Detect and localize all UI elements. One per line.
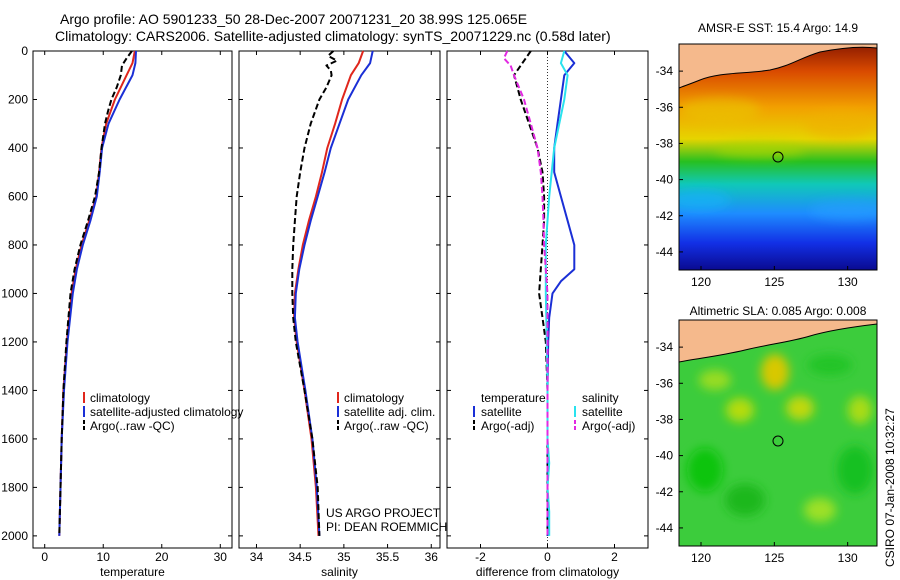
sst-map-ytick-label: -36 bbox=[656, 100, 674, 114]
temperature-xtick-label: 30 bbox=[214, 550, 228, 564]
plot-axes: 0 10 20 30020040060080010001200140016001800… bbox=[1, 44, 649, 579]
difference-series-temperature-satellite bbox=[546, 50, 576, 536]
temperature-ytick-label: 1000 bbox=[1, 286, 28, 300]
sla-map-xtick-label: 125 bbox=[764, 551, 784, 565]
temperature-ytick-label: 2000 bbox=[1, 529, 28, 543]
salinity-xlabel: salinity bbox=[321, 565, 358, 579]
figure-title-line-1: Argo profile: AO 5901233_50 28-Dec-2007 … bbox=[60, 11, 528, 27]
sla-map-title: Altimetric SLA: 0.085 Argo: 0.008 bbox=[690, 304, 867, 318]
salinity-series-argo-raw-qc- bbox=[291, 50, 338, 536]
legend-title-salinity: salinity bbox=[582, 391, 619, 405]
sst-map-title: AMSR-E SST: 15.4 Argo: 14.9 bbox=[698, 21, 858, 35]
temperature-ytick-label: 200 bbox=[8, 92, 28, 106]
sla-map-ytick-label: -38 bbox=[656, 412, 674, 426]
temperature-ytick-label: 600 bbox=[8, 189, 28, 203]
project-note-line-2: PI: DEAN ROEMMICH bbox=[326, 520, 447, 534]
temperature-ytick-label: 0 bbox=[21, 44, 28, 58]
sst-map-ytick-label: -34 bbox=[656, 64, 674, 78]
temperature-ytick-label: 800 bbox=[8, 238, 28, 252]
sst-map-frame bbox=[678, 43, 878, 271]
sst-map-ytick-label: -44 bbox=[656, 245, 674, 259]
legend-argo-salinity: Argo(..raw -QC) bbox=[344, 419, 429, 433]
legend-satellite-salinity: satellite adj. clim. bbox=[344, 405, 435, 419]
salinity-xtick-label: 36 bbox=[425, 550, 439, 564]
temperature-xtick-label: 0 bbox=[41, 550, 48, 564]
sla-map-xtick-label: 120 bbox=[691, 551, 711, 565]
sst-map-xtick-label: 120 bbox=[691, 275, 711, 289]
sst-argo-marker bbox=[772, 151, 784, 163]
temperature-ytick-label: 1200 bbox=[1, 335, 28, 349]
sla-map-ytick-label: -40 bbox=[656, 449, 674, 463]
temperature-series-argo-raw-qc- bbox=[58, 50, 133, 536]
figure-title-line-2: Climatology: CARS2006. Satellite-adjuste… bbox=[55, 28, 611, 44]
salinity-legend: climatology satellite adj. clim. Argo(..… bbox=[337, 391, 435, 433]
temperature-ytick-label: 1400 bbox=[1, 383, 28, 397]
legend-diff-sal-argo: Argo(-adj) bbox=[582, 419, 635, 433]
legend-argo-temperature: Argo(..raw -QC) bbox=[90, 419, 175, 433]
salinity-xtick-label: 35.5 bbox=[376, 550, 400, 564]
sst-map-ytick-label: -42 bbox=[656, 209, 674, 223]
difference-xtick-label: 2 bbox=[611, 550, 618, 564]
temperature-axes-frame bbox=[32, 50, 233, 549]
difference-xtick-label: -2 bbox=[475, 550, 486, 564]
temperature-xlabel: temperature bbox=[100, 565, 165, 579]
legend-climatology-salinity: climatology bbox=[344, 391, 404, 405]
sst-map bbox=[679, 44, 877, 270]
temperature-legend: climatology satellite-adjusted climatolo… bbox=[83, 391, 243, 433]
temperature-xtick-label: 20 bbox=[155, 550, 169, 564]
project-note-line-1: US ARGO PROJECT bbox=[326, 506, 441, 520]
difference-series-temperature-argo-adj- bbox=[513, 50, 549, 536]
difference-xtick-label: 0 bbox=[544, 550, 551, 564]
sst-map-xtick-label: 130 bbox=[838, 275, 858, 289]
plot-series bbox=[58, 50, 576, 536]
sla-map-ytick-label: -34 bbox=[656, 340, 674, 354]
legend-climatology-temperature: climatology bbox=[90, 391, 150, 405]
difference-series-salinity-argo-adj- bbox=[502, 50, 549, 536]
legend-title-temperature: temperature bbox=[481, 391, 546, 405]
sla-argo-marker bbox=[772, 435, 784, 447]
map-ticks: 120 125 130 -34 -36 -38 -40 -42 -44 120 125 130 -34 -… bbox=[656, 64, 858, 565]
salinity-xtick-label: 34.5 bbox=[288, 550, 312, 564]
temperature-ytick-label: 1800 bbox=[1, 480, 28, 494]
legend-satellite-temperature: satellite-adjusted climatology bbox=[90, 405, 243, 419]
legend-diff-temp-argo: Argo(-adj) bbox=[481, 419, 534, 433]
sla-map-ytick-label: -44 bbox=[656, 521, 674, 535]
sla-map-ytick-label: -36 bbox=[656, 376, 674, 390]
temperature-xtick-label: 10 bbox=[97, 550, 111, 564]
sla-map-xtick-label: 130 bbox=[838, 551, 858, 565]
sla-map bbox=[679, 320, 877, 546]
sst-map-xtick-label: 125 bbox=[764, 275, 784, 289]
salinity-series-climatology bbox=[293, 50, 365, 536]
temperature-ytick-label: 1600 bbox=[1, 432, 28, 446]
salinity-series-satellite-adj-clim- bbox=[293, 50, 374, 536]
salinity-axes-frame bbox=[238, 50, 441, 549]
temperature-ytick-label: 400 bbox=[8, 141, 28, 155]
sst-map-ytick-label: -38 bbox=[656, 136, 674, 150]
legend-diff-sal-satellite: satellite bbox=[582, 405, 623, 419]
sla-map-frame bbox=[678, 319, 878, 547]
salinity-xtick-label: 34 bbox=[250, 550, 264, 564]
sla-map-ytick-label: -42 bbox=[656, 485, 674, 499]
salinity-xtick-label: 35 bbox=[337, 550, 351, 564]
difference-xlabel: difference from climatology bbox=[476, 565, 619, 579]
sst-map-ytick-label: -40 bbox=[656, 173, 674, 187]
difference-legend: temperature satellite Argo(-adj) salinit… bbox=[473, 391, 635, 433]
legend-diff-temp-satellite: satellite bbox=[481, 405, 522, 419]
